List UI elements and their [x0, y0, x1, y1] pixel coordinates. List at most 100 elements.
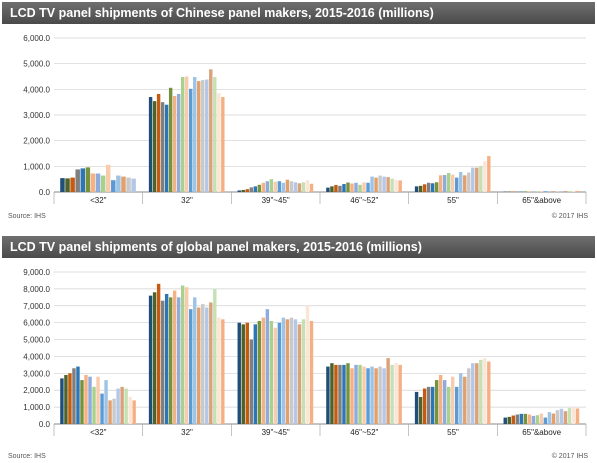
bar: [326, 187, 330, 192]
bar: [172, 96, 177, 192]
bar: [245, 322, 249, 424]
bar: [539, 191, 544, 192]
bar: [281, 317, 286, 424]
bar: [563, 191, 568, 192]
bar: [152, 292, 157, 424]
bar: [450, 174, 455, 192]
bar: [289, 181, 294, 192]
bar: [168, 87, 173, 192]
bar: [370, 366, 374, 424]
bar: [116, 175, 121, 192]
bar: [487, 361, 491, 424]
bar: [245, 189, 249, 192]
bar: [293, 182, 298, 192]
x-tick-label: 32": [181, 196, 193, 205]
y-tick-label: 5,000.0: [23, 336, 50, 345]
bar: [277, 181, 282, 192]
bar: [567, 408, 572, 424]
bar: [241, 324, 245, 424]
bar: [205, 79, 209, 192]
bar: [64, 375, 68, 424]
bar: [80, 168, 86, 192]
bar: [201, 80, 205, 192]
bar: [285, 319, 290, 424]
x-tick-label: 46"~52": [350, 196, 378, 205]
bar: [330, 363, 334, 424]
bar: [374, 177, 378, 192]
bar: [156, 93, 161, 192]
bar: [90, 173, 96, 192]
x-tick-label: 39"~45": [262, 428, 290, 437]
bar: [342, 184, 346, 192]
bar: [75, 169, 80, 192]
bar: [382, 176, 386, 192]
bar: [559, 408, 564, 424]
bar: [152, 101, 157, 192]
bar: [503, 417, 507, 424]
bar: [128, 396, 132, 424]
bar: [249, 187, 253, 192]
bar: [346, 182, 350, 192]
bar: [455, 177, 459, 192]
y-tick-label: 3,000.0: [23, 111, 50, 120]
bar: [390, 364, 394, 424]
bar: [164, 104, 169, 192]
bar: [354, 364, 358, 424]
bar: [95, 173, 101, 192]
bar: [309, 320, 314, 424]
bar: [442, 380, 447, 424]
bar: [527, 191, 532, 192]
x-tick-label: <32": [90, 428, 107, 437]
source-note: Source: IHS: [8, 453, 46, 460]
y-tick-label: 1,000.0: [23, 162, 50, 171]
bar: [366, 182, 370, 192]
bar: [539, 413, 544, 424]
bar: [430, 386, 435, 424]
bar: [297, 324, 302, 424]
bar: [531, 191, 536, 192]
bar: [60, 378, 64, 424]
x-tick-label: 55": [447, 428, 459, 437]
bar: [253, 186, 258, 192]
bar: [535, 415, 540, 424]
bar: [277, 322, 282, 424]
bar: [184, 287, 189, 424]
bar: [475, 363, 479, 424]
bar: [160, 300, 165, 424]
bar: [483, 161, 487, 192]
bar: [257, 184, 262, 192]
bar: [471, 167, 475, 192]
y-tick-label: 8,000.0: [23, 285, 50, 294]
bar: [487, 156, 491, 192]
bar: [511, 415, 515, 424]
bar: [555, 410, 560, 424]
bar: [378, 175, 382, 192]
bar: [559, 191, 564, 192]
bar: [213, 77, 217, 192]
bar: [70, 177, 75, 192]
bar: [249, 339, 253, 424]
bar: [426, 386, 431, 424]
bar: [386, 177, 390, 192]
bar: [132, 400, 136, 424]
x-tick-label: 65"&above: [522, 428, 561, 437]
bar: [455, 386, 459, 424]
bar: [422, 184, 427, 192]
bar: [65, 178, 70, 192]
bar: [189, 309, 193, 424]
bar: [237, 322, 241, 424]
bar: [261, 182, 266, 192]
y-tick-label: 3,000.0: [23, 369, 50, 378]
bar: [523, 413, 528, 424]
bar: [148, 295, 153, 424]
bar: [148, 97, 153, 192]
bar: [72, 368, 76, 424]
bar: [201, 304, 205, 424]
bar: [100, 175, 106, 192]
bar: [434, 182, 439, 192]
bar: [96, 376, 100, 424]
bar: [197, 81, 201, 192]
bar: [342, 364, 346, 424]
bar: [184, 76, 189, 192]
bar: [507, 416, 511, 424]
